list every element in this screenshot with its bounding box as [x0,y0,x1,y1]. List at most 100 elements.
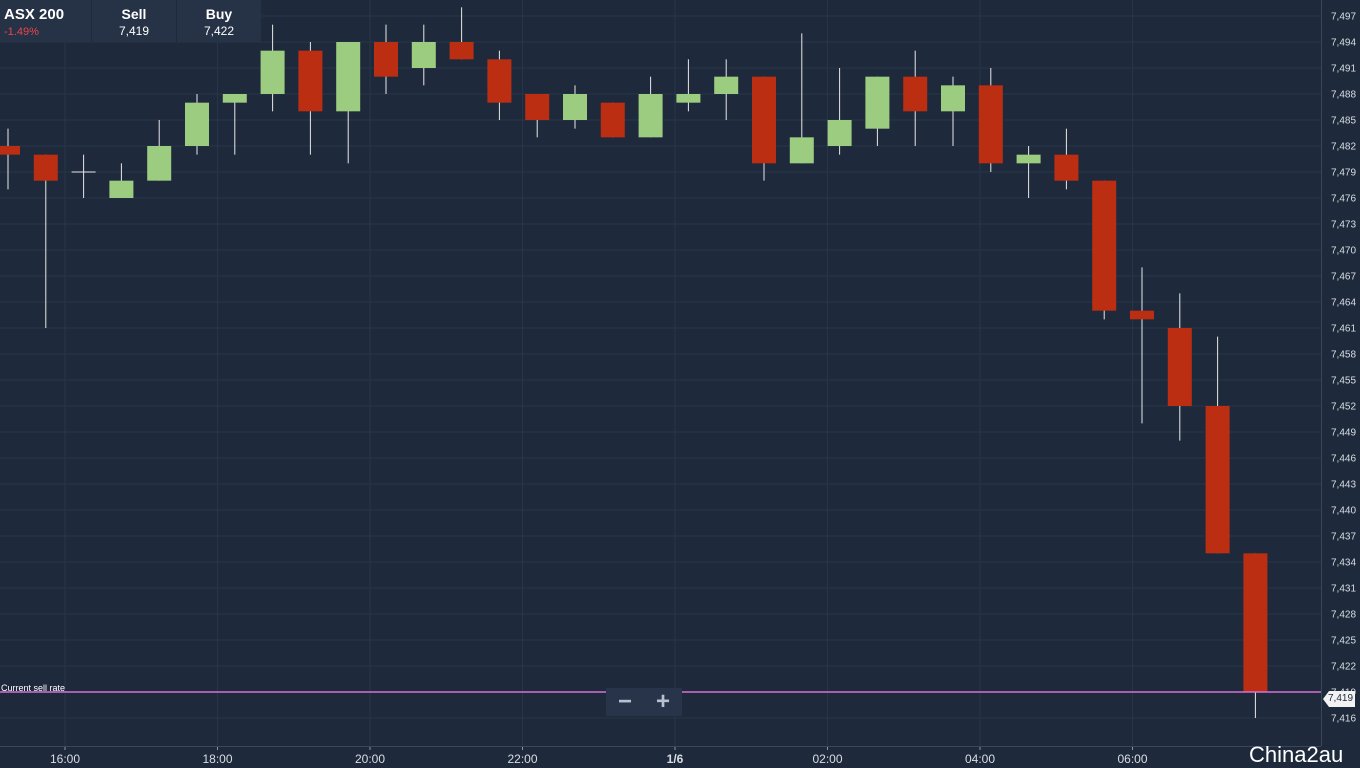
instrument-cell[interactable]: ASX 200 -1.49% [0,0,92,42]
candle-body [600,102,625,138]
candle [941,76,965,146]
candle-body [1054,154,1079,181]
y-tick-label: 7,479 [1331,168,1356,179]
candle-body [941,85,965,112]
candle [676,59,701,112]
y-tick-label: 7,434 [1331,558,1356,569]
candle-body [978,85,1003,164]
y-tick-label: 7,464 [1331,298,1356,309]
buy-value: 7,422 [203,24,235,38]
candle-body [525,94,550,120]
y-tick-label: 7,455 [1331,376,1356,387]
x-tick-label: 06:00 [1117,752,1147,766]
y-tick-label: 7,437 [1331,532,1356,543]
candle [185,94,209,155]
y-tick-label: 7,488 [1331,90,1356,101]
candle-body [1205,406,1230,554]
y-tick-label: 7,425 [1331,636,1356,647]
current-sell-rate-label: Current sell rate [1,683,66,693]
candle [147,120,172,181]
buy-button[interactable]: Buy 7,422 [177,0,262,42]
candle [336,42,361,164]
y-tick-label: 7,467 [1331,272,1356,283]
candle-body [260,50,285,94]
candle-body [147,146,172,181]
candle-body [109,180,134,198]
candle [1130,267,1154,424]
y-tick-label: 7,494 [1331,38,1356,49]
x-axis: 16:00 18:00 20:00 22:00 1/6 02:00 04:00 06:00 [0,746,1321,766]
candle [222,94,247,155]
x-tick-label: 02:00 [812,752,842,766]
candle [789,33,814,164]
y-tick-label: 7,461 [1331,324,1356,335]
candle-body [185,102,209,146]
y-tick-label: 7,416 [1331,714,1356,725]
candle-body [298,50,323,112]
y-tick-label: 7,491 [1331,64,1356,75]
candle [903,50,928,146]
candle-body [752,76,776,164]
candle-body [1167,328,1192,406]
candle-body [903,76,928,112]
watermark: China2au [1249,742,1344,767]
candle [298,42,323,155]
y-tick-label: 7,443 [1331,480,1356,491]
candle-body [411,42,436,68]
candle [260,24,285,112]
zoom-out-button[interactable]: − [617,688,632,715]
candle-body [563,94,587,120]
candle-body [33,154,58,181]
candle [714,59,739,120]
y-tick-label: 7,473 [1331,220,1356,231]
candle-body [1243,553,1268,692]
candle-body [676,94,701,103]
candle [411,24,436,86]
candle-body [336,42,361,112]
candle [109,163,134,198]
x-tick-label: 1/6 [667,752,684,766]
candle-body [827,120,852,146]
candle [525,94,550,138]
y-tick-label: 7,422 [1331,662,1356,673]
candle [71,154,96,198]
price-change: -1.49% [4,26,39,38]
x-tick-label: 18:00 [202,752,232,766]
candle-body [487,59,512,103]
candle [638,76,663,138]
zoom-in-button[interactable]: + [655,688,670,715]
candle [600,102,625,138]
candle [978,68,1003,172]
sell-button[interactable]: Sell 7,419 [92,0,177,42]
candle [1167,293,1192,441]
candle-body [449,42,474,60]
y-tick-label: 7,452 [1331,402,1356,413]
zoom-controls: − + [606,688,682,716]
candle [1205,336,1230,554]
x-tick-label: 20:00 [355,752,385,766]
y-tick-label: 7,470 [1331,246,1356,257]
candle [827,68,852,155]
candle [1054,128,1079,190]
candle [563,85,587,129]
y-tick-label: 7,476 [1331,194,1356,205]
current-price-tag: 7,419 [1323,691,1355,707]
candles [0,7,1268,718]
candle-body [0,146,20,155]
candle [1016,146,1041,198]
x-tick-label: 16:00 [50,752,80,766]
x-tick-label: 22:00 [507,752,537,766]
candle [487,50,512,120]
instrument-name: ASX 200 [4,6,65,23]
candle [1092,180,1117,320]
grid-lines [0,0,1321,746]
candle [1243,553,1268,718]
candle [0,128,20,190]
quote-panel: ASX 200 -1.49% Sell 7,419 Buy 7,422 [0,0,262,42]
x-tick-label: 04:00 [965,752,995,766]
candle-body [865,76,890,129]
candle [33,154,58,328]
y-tick-label: 7,440 [1331,506,1356,517]
candle-body [1092,180,1117,311]
